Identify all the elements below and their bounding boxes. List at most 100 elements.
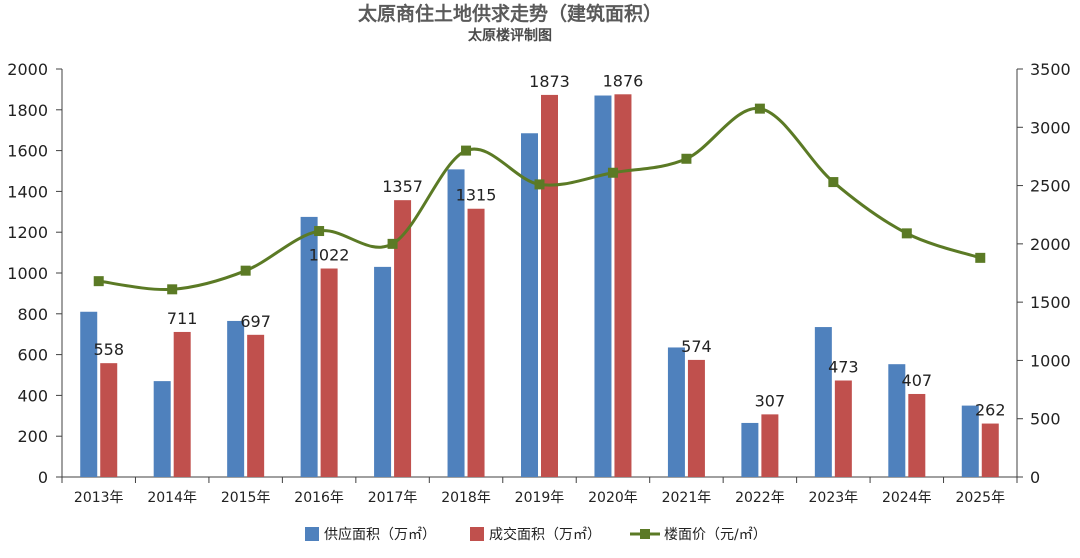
bar-deal [541, 94, 558, 478]
x-tick-label: 2020年 [588, 490, 638, 506]
bar-deal [100, 363, 118, 477]
x-tick-label: 2014年 [147, 490, 197, 506]
bar-deal [173, 331, 191, 477]
bar-supply [447, 169, 465, 478]
deal-data-label: 473 [828, 358, 859, 377]
y-left-tick-label: 1400 [7, 182, 48, 201]
y-right-tick-label: 3500 [1030, 60, 1071, 79]
price-point [901, 228, 912, 239]
price-point [314, 226, 325, 237]
bar-supply [374, 266, 392, 477]
y-left-tick-label: 1000 [7, 264, 48, 283]
price-point [754, 103, 765, 114]
y-left-tick-label: 400 [17, 386, 48, 405]
bar-supply [888, 364, 906, 477]
price-point [387, 238, 398, 249]
price-point [607, 167, 618, 178]
bar-supply [300, 216, 318, 477]
x-tick-label: 2013年 [74, 490, 124, 506]
price-line [93, 103, 986, 295]
deal-data-label: 1876 [603, 71, 644, 90]
legend-swatch-deal [470, 527, 484, 541]
y-right-tick-label: 3000 [1030, 118, 1071, 137]
x-tick-label: 2025年 [955, 490, 1005, 506]
legend: 供应面积（万㎡） 成交面积（万㎡） 楼面价（元/㎡） [305, 526, 767, 543]
price-point [828, 177, 839, 188]
x-tick-label: 2019年 [515, 490, 565, 506]
deal-data-label: 711 [167, 309, 198, 328]
bar-supply [814, 327, 832, 477]
legend-label-price: 楼面价（元/㎡） [664, 527, 767, 543]
legend-label-supply: 供应面积（万㎡） [324, 526, 436, 543]
deal-data-label: 697 [240, 312, 271, 331]
bar-deal [981, 423, 999, 477]
chart-title: 太原商住土地供求走势（建筑面积） [358, 2, 662, 25]
y-left-tick-label: 2000 [7, 60, 48, 79]
deal-data-label: 407 [902, 371, 933, 390]
y-left-tick-label: 1200 [7, 223, 48, 242]
bar-deal [320, 268, 338, 477]
y-left-tick-label: 0 [38, 468, 48, 487]
price-point [975, 252, 986, 263]
bars [80, 94, 999, 478]
y-right-tick-label: 500 [1030, 410, 1061, 429]
y-left-tick-label: 800 [17, 305, 48, 324]
x-tick-label: 2015年 [221, 490, 271, 506]
deal-data-label: 307 [755, 391, 786, 410]
y-left-tick-label: 1600 [7, 142, 48, 161]
deal-data-label: 558 [93, 340, 124, 359]
price-point [681, 153, 692, 164]
bar-supply [594, 95, 612, 478]
bar-supply [667, 347, 685, 477]
bar-deal [908, 393, 926, 477]
bar-deal [761, 414, 779, 477]
y-right-tick-label: 1500 [1030, 293, 1071, 312]
legend-swatch-supply [305, 527, 319, 541]
x-tick-label: 2021年 [662, 490, 712, 506]
chart-subtitle: 太原楼评制图 [468, 27, 552, 44]
bar-deal [394, 200, 412, 477]
deal-data-label: 1873 [529, 72, 570, 91]
legend-label-deal: 成交面积（万㎡） [489, 526, 601, 543]
y-right-tick-label: 2000 [1030, 235, 1071, 254]
bar-deal [687, 359, 705, 477]
x-tick-label: 2023年 [809, 490, 859, 506]
x-tick-label: 2017年 [368, 490, 418, 506]
x-tick-label: 2018年 [441, 490, 491, 506]
y-left-tick-label: 600 [17, 346, 48, 365]
price-point [93, 276, 104, 287]
axes: 0 200 400 600 800 1000 1200 1400 1600 1800 2000 0 50… [7, 60, 1070, 506]
bar-deal [834, 380, 852, 477]
y-left-tick-label: 1800 [7, 101, 48, 120]
price-line-path [98, 107, 981, 292]
price-point [167, 284, 178, 295]
y-right-tick-label: 0 [1030, 468, 1040, 487]
bar-deal [247, 334, 265, 477]
deal-data-label: 1357 [382, 177, 423, 196]
bar-deal [467, 208, 485, 478]
bar-supply [741, 422, 759, 477]
deal-data-label: 574 [681, 337, 712, 356]
y-right-tick-label: 2500 [1030, 177, 1071, 196]
y-right-tick-label: 1000 [1030, 351, 1071, 370]
x-tick-label: 2024年 [882, 490, 932, 506]
y-left-tick-label: 200 [17, 427, 48, 446]
price-point [240, 265, 251, 276]
bar-supply [153, 381, 171, 477]
bar-supply [80, 311, 98, 477]
bar-supply [227, 320, 245, 477]
deal-data-label: 1315 [456, 186, 497, 205]
legend-marker-price [640, 529, 650, 539]
bar-deal [614, 94, 632, 478]
bar-supply [521, 133, 538, 477]
x-tick-label: 2022年 [735, 490, 785, 506]
bar-supply [961, 405, 979, 477]
data-labels: 558 711 697 1022 1357 1315 1873 1876 574 307 473 40… [93, 71, 1005, 419]
deal-data-label: 1022 [309, 246, 350, 265]
price-point [534, 179, 545, 190]
price-point [461, 145, 472, 156]
deal-data-label: 262 [975, 401, 1006, 420]
x-tick-label: 2016年 [294, 490, 344, 506]
